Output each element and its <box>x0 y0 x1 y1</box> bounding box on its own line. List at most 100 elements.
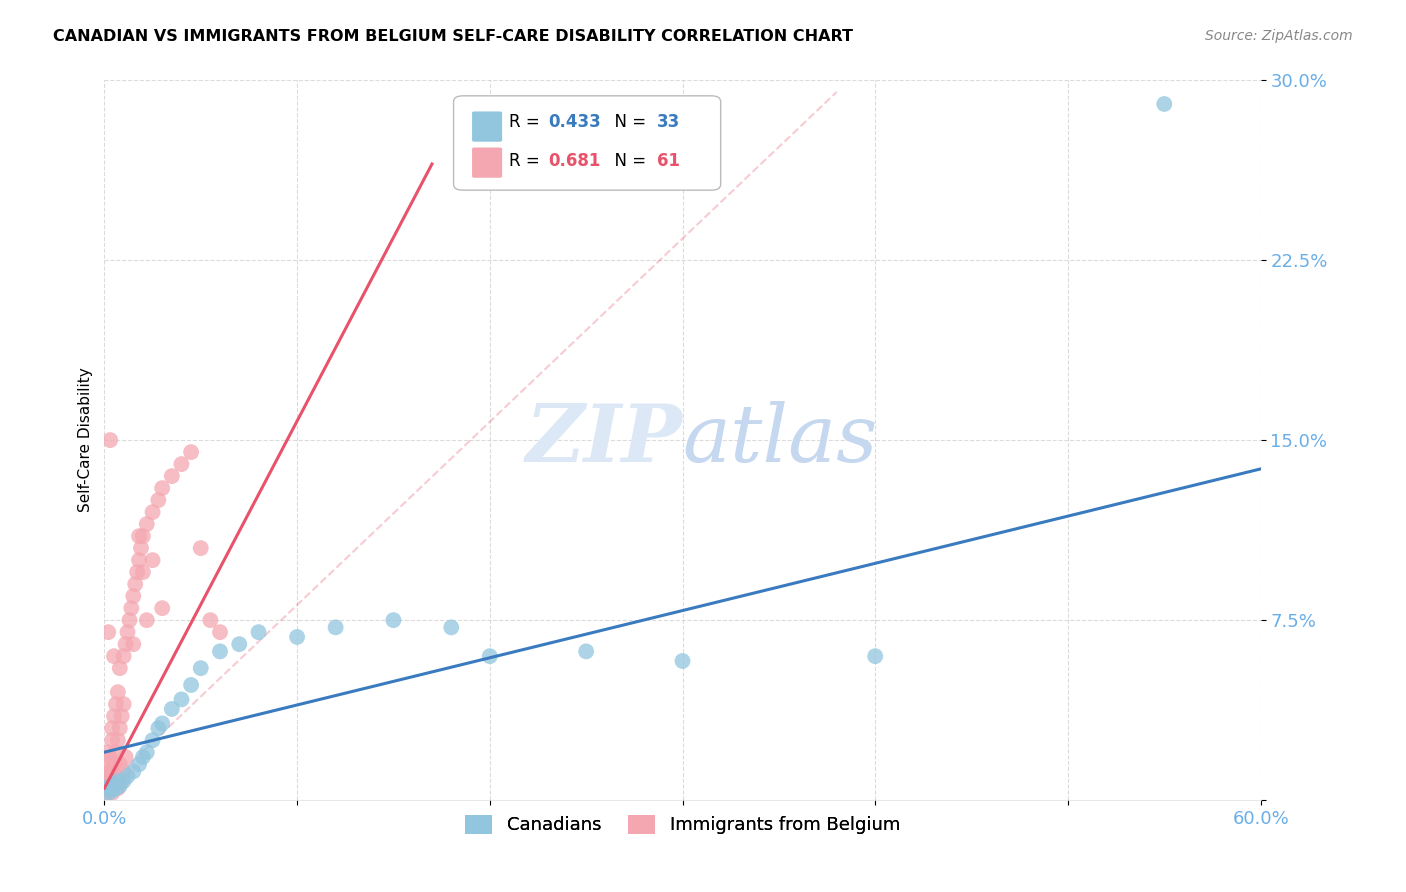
Point <box>122 764 145 779</box>
Text: Source: ZipAtlas.com: Source: ZipAtlas.com <box>1205 29 1353 43</box>
Point <box>142 733 165 747</box>
Point <box>114 637 136 651</box>
Point <box>98 764 121 779</box>
Text: N =: N = <box>605 153 651 170</box>
FancyBboxPatch shape <box>472 147 502 178</box>
Point <box>103 774 125 789</box>
Point <box>208 644 231 658</box>
Point <box>112 697 135 711</box>
Point <box>96 774 118 789</box>
Text: atlas: atlas <box>682 401 877 479</box>
Point <box>135 745 157 759</box>
Point <box>103 776 125 790</box>
Text: ZIP: ZIP <box>526 401 682 479</box>
Point <box>190 541 212 556</box>
Point <box>1153 97 1175 112</box>
Point <box>148 493 170 508</box>
Point <box>180 678 202 692</box>
Point <box>108 721 131 735</box>
Point <box>180 445 202 459</box>
Point <box>150 716 173 731</box>
Point <box>114 750 136 764</box>
Point <box>117 769 139 783</box>
Point <box>382 613 405 627</box>
Text: CANADIAN VS IMMIGRANTS FROM BELGIUM SELF-CARE DISABILITY CORRELATION CHART: CANADIAN VS IMMIGRANTS FROM BELGIUM SELF… <box>53 29 853 44</box>
Point <box>108 779 131 793</box>
Point <box>104 697 127 711</box>
Point <box>150 481 173 495</box>
Text: 0.681: 0.681 <box>548 153 600 170</box>
Text: 33: 33 <box>657 113 681 131</box>
Point <box>285 630 308 644</box>
Point <box>160 702 183 716</box>
Point <box>128 529 150 543</box>
Point <box>98 433 121 447</box>
Point <box>478 649 501 664</box>
Point <box>160 469 183 483</box>
Point <box>107 781 129 796</box>
Point <box>148 721 170 735</box>
Point <box>150 601 173 615</box>
Point <box>117 625 139 640</box>
Point <box>101 721 124 735</box>
Point <box>103 649 125 664</box>
Point <box>142 553 165 567</box>
Point <box>122 589 145 603</box>
Point <box>97 781 120 796</box>
Point <box>575 644 598 658</box>
Point <box>111 774 134 789</box>
Point <box>104 781 127 796</box>
Point <box>97 786 120 800</box>
Point <box>98 764 121 779</box>
Point <box>127 565 149 579</box>
FancyBboxPatch shape <box>454 95 721 190</box>
Legend: Canadians, Immigrants from Belgium: Canadians, Immigrants from Belgium <box>458 808 907 842</box>
Point <box>111 709 134 723</box>
Point <box>101 783 124 797</box>
Point <box>98 750 121 764</box>
Point <box>97 625 120 640</box>
Point <box>671 654 693 668</box>
Point <box>120 601 142 615</box>
Point <box>112 774 135 789</box>
Point <box>190 661 212 675</box>
Point <box>208 625 231 640</box>
Point <box>118 613 141 627</box>
Point <box>103 757 125 772</box>
Point <box>96 781 118 796</box>
Point <box>96 781 118 796</box>
Point <box>132 565 155 579</box>
Point <box>107 685 129 699</box>
Point <box>97 745 120 759</box>
Point <box>142 505 165 519</box>
Point <box>98 779 121 793</box>
Point <box>135 517 157 532</box>
Point <box>170 457 193 471</box>
Y-axis label: Self-Care Disability: Self-Care Disability <box>79 368 93 513</box>
FancyBboxPatch shape <box>472 112 502 142</box>
Point <box>863 649 886 664</box>
Point <box>112 764 135 779</box>
Text: 61: 61 <box>657 153 681 170</box>
Point <box>97 769 120 783</box>
Point <box>132 529 155 543</box>
Point <box>129 541 152 556</box>
Point <box>124 577 146 591</box>
Point <box>440 620 463 634</box>
Point <box>101 733 124 747</box>
Point <box>228 637 250 651</box>
Point <box>97 757 120 772</box>
Point <box>170 692 193 706</box>
Point <box>104 769 127 783</box>
Point <box>135 613 157 627</box>
Text: N =: N = <box>605 113 651 131</box>
Point <box>122 637 145 651</box>
Point <box>132 750 155 764</box>
Point <box>103 709 125 723</box>
Text: 0.433: 0.433 <box>548 113 602 131</box>
Point <box>108 661 131 675</box>
Point <box>247 625 270 640</box>
Point <box>128 553 150 567</box>
Point <box>112 649 135 664</box>
Point <box>325 620 347 634</box>
